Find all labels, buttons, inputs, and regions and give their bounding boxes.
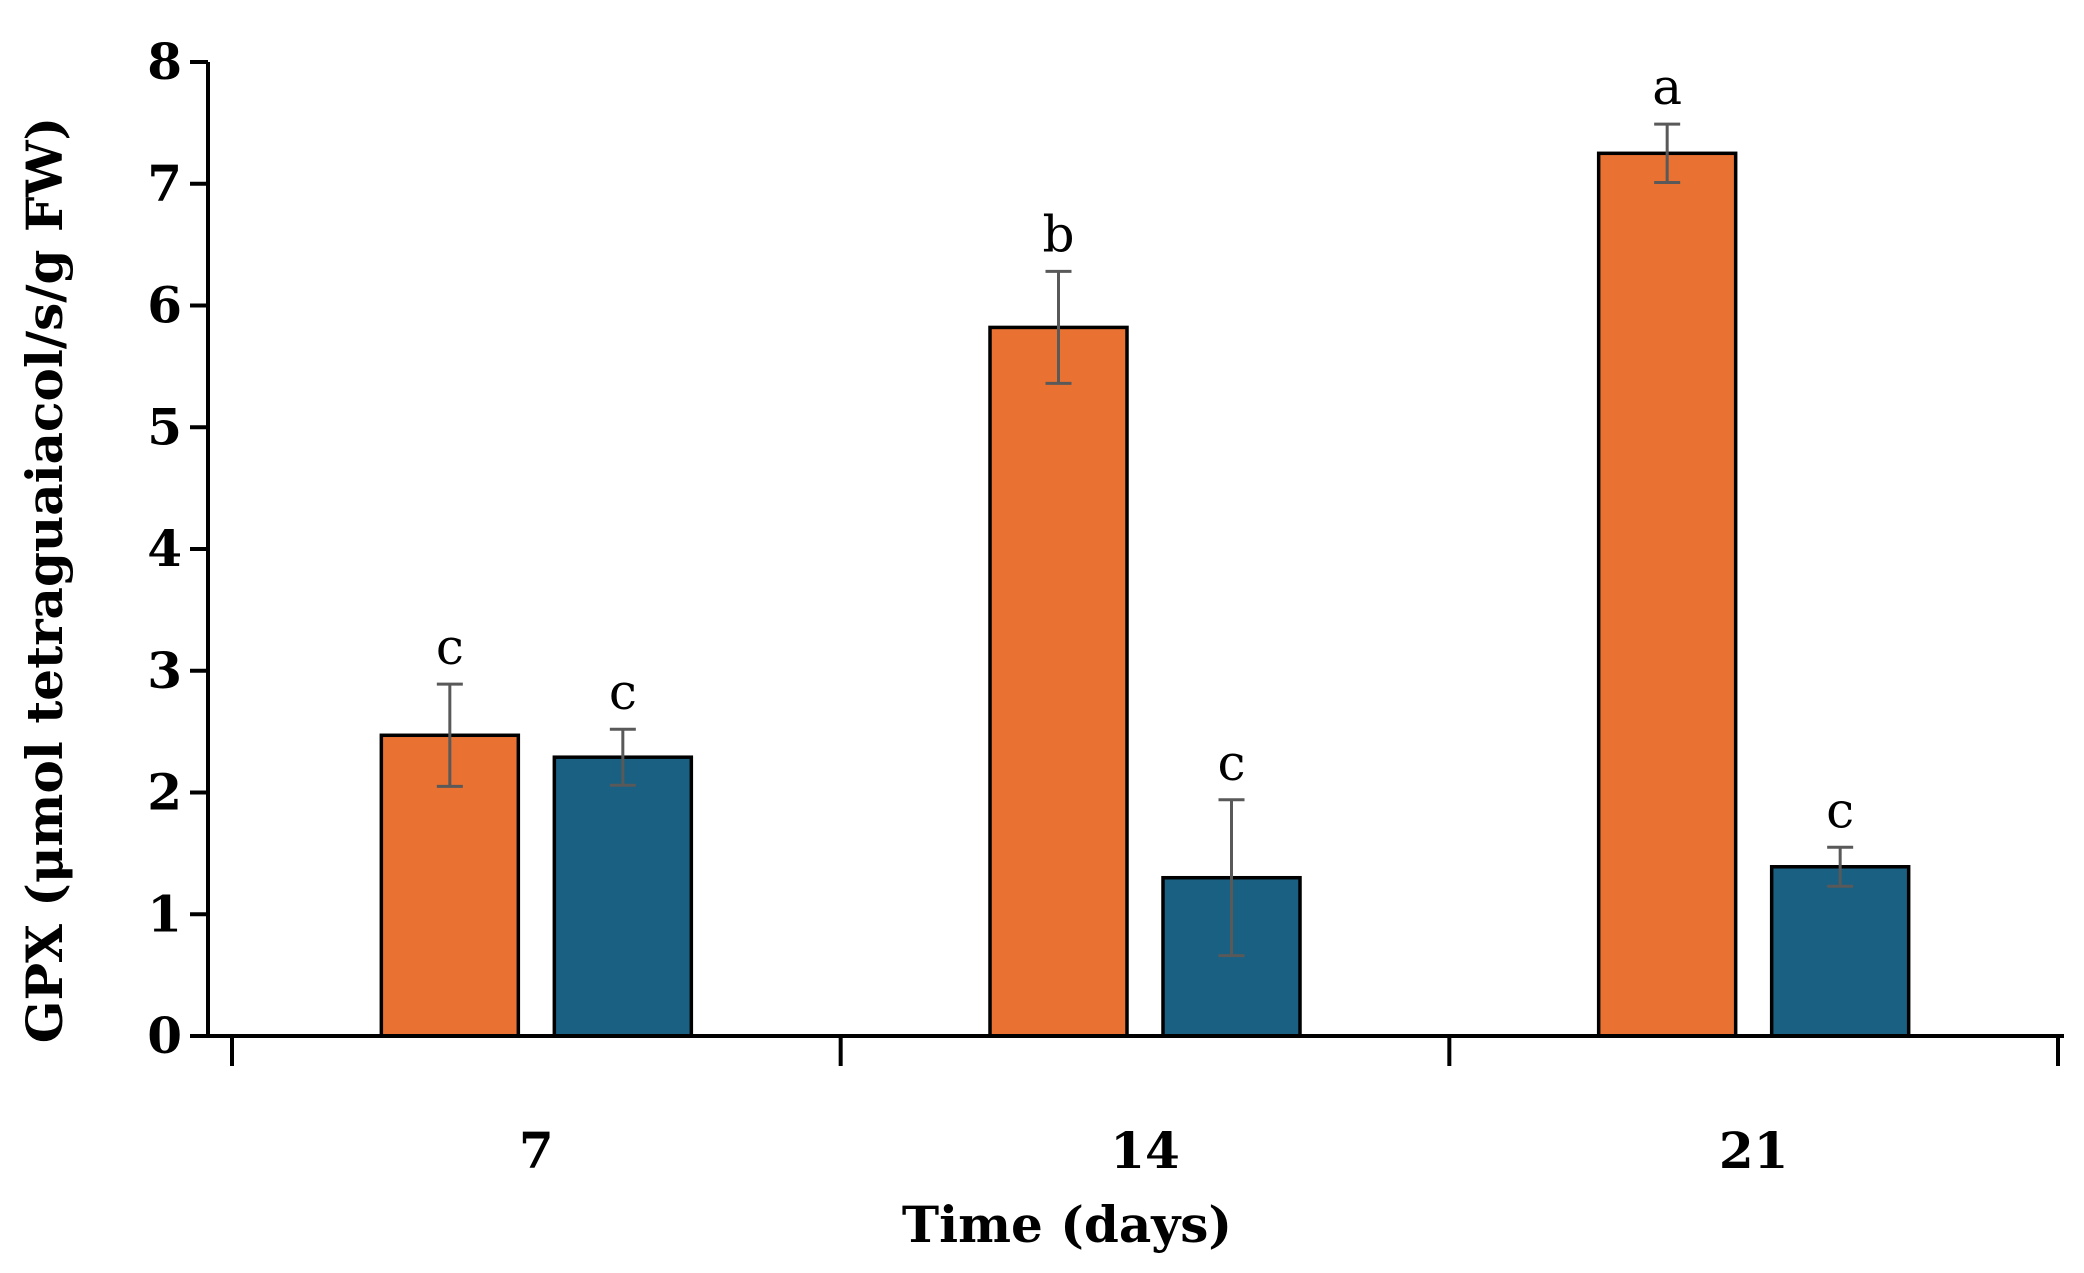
y-tick-label: 7 (147, 154, 182, 213)
significance-label: c (1826, 781, 1854, 839)
y-tick-label: 8 (147, 32, 182, 91)
x-tick-label: 21 (1719, 1121, 1789, 1180)
bar (552, 755, 694, 1038)
y-tick-label: 5 (147, 397, 182, 456)
significance-label: b (1042, 205, 1074, 263)
y-tick-label: 3 (147, 641, 182, 700)
x-axis: 7 14 21 (208, 1034, 2064, 1180)
significance-label: c (609, 663, 637, 721)
x-axis-title: Time (days) (902, 1195, 1232, 1254)
bar (988, 325, 1129, 1038)
significance-label: c (1217, 734, 1245, 792)
y-tick-label: 0 (147, 1006, 182, 1065)
x-tick-label: 7 (519, 1121, 554, 1180)
y-axis-title: GPX (μmol tetraguaiacol/s/g FW) (15, 117, 74, 1043)
bars: c c b c a c (379, 58, 1911, 1038)
y-tick-label: 1 (147, 884, 182, 943)
significance-label: c (436, 618, 464, 676)
x-tick-label: 14 (1110, 1121, 1180, 1180)
bar (1596, 151, 1738, 1038)
bar (1769, 865, 1911, 1038)
y-tick-label: 6 (147, 276, 182, 335)
significance-label: a (1652, 58, 1682, 116)
y-tick-label: 2 (147, 763, 182, 822)
y-tick-label: 4 (147, 519, 182, 578)
y-axis: 0 1 2 3 4 5 6 7 8 (147, 32, 210, 1065)
